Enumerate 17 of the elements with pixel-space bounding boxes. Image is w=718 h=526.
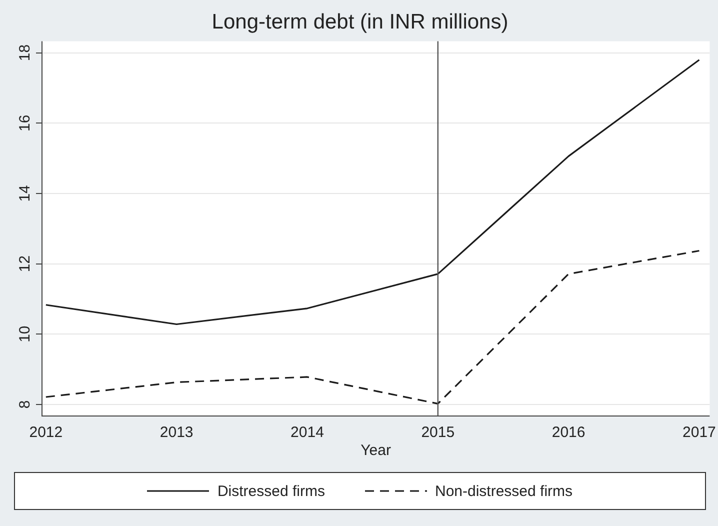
x-tick-label: 2016 (552, 424, 586, 442)
legend-label: Distressed firms (217, 482, 325, 500)
y-tick-label: 16 (16, 114, 34, 132)
line-series (45, 250, 700, 404)
x-tick-label: 2014 (290, 424, 324, 442)
legend-label: Non-distressed firms (434, 482, 573, 500)
y-tick-label: 12 (16, 255, 34, 272)
x-tick-label: 2013 (160, 424, 194, 442)
x-tick-label: 2017 (682, 424, 716, 442)
x-tick-label: 2012 (29, 424, 63, 442)
x-tick-label: 2015 (421, 424, 455, 442)
x-axis-title: Year (360, 442, 391, 460)
y-tick-label: 8 (16, 400, 34, 409)
y-tick-label: 10 (16, 326, 34, 342)
y-tick-label: 14 (16, 185, 34, 202)
chart-title: Long-term debt (in INR millions) (212, 10, 508, 34)
y-tick-label: 18 (16, 44, 34, 62)
